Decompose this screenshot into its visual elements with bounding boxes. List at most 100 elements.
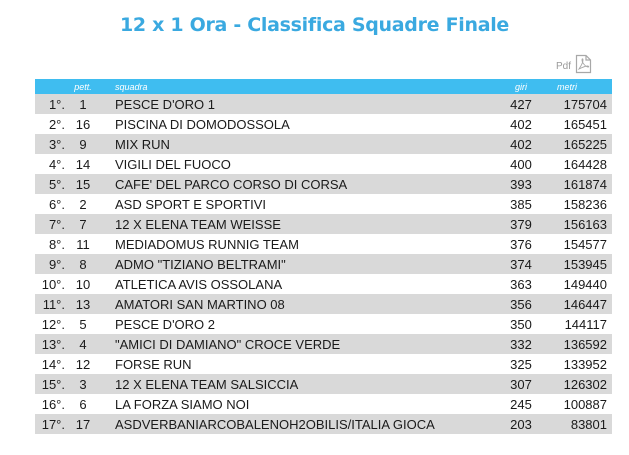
table-row: 4°. 14 VIGILI DEL FUOCO 400 164428 <box>35 154 612 174</box>
row-giri: 376 <box>510 236 532 252</box>
row-squadra: VIGILI DEL FUOCO <box>115 156 231 172</box>
row-pettorale: 14 <box>75 156 91 172</box>
row-pettorale: 15 <box>75 176 91 192</box>
table-row: 3°. 9 MIX RUN 402 165225 <box>35 134 612 154</box>
row-squadra: 12 X ELENA TEAM SALSICCIA <box>115 376 299 392</box>
row-pettorale: 7 <box>79 216 87 232</box>
row-position: 9°. <box>48 256 65 272</box>
row-giri: 402 <box>510 136 532 152</box>
row-metri: 158236 <box>563 196 607 212</box>
row-position: 11°. <box>42 296 65 312</box>
row-squadra: PISCINA DI DOMODOSSOLA <box>115 116 290 132</box>
table-body: 1°. 1 PESCE D'ORO 1 427 175704 2°. 16 PISCINA D… <box>35 94 612 434</box>
row-position: 10°. <box>41 276 65 292</box>
row-metri: 175704 <box>563 96 607 112</box>
row-giri: 402 <box>510 116 532 132</box>
row-squadra: MEDIADOMUS RUNNIG TEAM <box>115 236 299 252</box>
row-squadra: PESCE D'ORO 2 <box>115 316 216 332</box>
row-squadra: ASDVERBANIARCOBALENOH2OBILIS/ITALIA GIOC… <box>115 416 435 432</box>
row-position: 5°. <box>48 176 65 192</box>
row-position: 15°. <box>41 376 65 392</box>
table-row: 9°. 8 ADMO "TIZIANO BELTRAMI" 374 153945 <box>35 254 612 274</box>
row-squadra: "AMICI DI DAMIANO" CROCE VERDE <box>115 336 341 352</box>
row-pettorale: 17 <box>75 416 91 432</box>
table-row: 8°. 11 MEDIADOMUS RUNNIG TEAM 376 154577 <box>35 234 612 254</box>
row-giri: 350 <box>510 316 532 332</box>
row-position: 1°. <box>48 96 65 112</box>
table-row: 6°. 2 ASD SPORT E SPORTIVI 385 158236 <box>35 194 612 214</box>
row-pettorale: 10 <box>75 276 91 292</box>
header-giri: giri <box>514 81 527 92</box>
table-row: 15°. 3 12 X ELENA TEAM SALSICCIA 307 126302 <box>35 374 612 394</box>
row-giri: 393 <box>510 176 532 192</box>
table-row: 13°. 4 "AMICI DI DAMIANO" CROCE VERDE 332 13… <box>35 334 612 354</box>
row-squadra: AMATORI SAN MARTINO 08 <box>115 296 285 312</box>
table-row: 11°. 13 AMATORI SAN MARTINO 08 356 146447 <box>35 294 612 314</box>
table-row: 7°. 7 12 X ELENA TEAM WEISSE 379 156163 <box>35 214 612 234</box>
row-giri: 363 <box>510 276 532 292</box>
row-position: 6°. <box>48 196 65 212</box>
row-pettorale: 2 <box>79 196 87 212</box>
row-pettorale: 12 <box>75 356 91 372</box>
row-position: 16°. <box>41 396 65 412</box>
header-pett: pett. <box>74 81 92 92</box>
table-row: 2°. 16 PISCINA DI DOMODOSSOLA 402 165451 <box>35 114 612 134</box>
row-metri: 126302 <box>563 376 607 392</box>
row-giri: 325 <box>510 356 532 372</box>
row-squadra: CAFE' DEL PARCO CORSO DI CORSA <box>115 176 348 192</box>
row-position: 7°. <box>48 216 65 232</box>
row-metri: 146447 <box>563 296 607 312</box>
row-metri: 161874 <box>563 176 607 192</box>
row-metri: 144117 <box>564 316 607 332</box>
row-giri: 203 <box>510 416 532 432</box>
table-row: 12°. 5 PESCE D'ORO 2 350 144117 <box>35 314 612 334</box>
row-metri: 136592 <box>563 336 607 352</box>
row-pettorale: 16 <box>75 116 91 132</box>
row-position: 12°. <box>41 316 65 332</box>
row-giri: 307 <box>510 376 532 392</box>
row-squadra: LA FORZA SIAMO NOI <box>115 396 250 412</box>
row-pettorale: 3 <box>79 376 87 392</box>
row-giri: 427 <box>510 96 532 112</box>
table-row: 17°. 17 ASDVERBANIARCOBALENOH2OBILIS/ITALI… <box>35 414 612 434</box>
pdf-file-icon[interactable] <box>575 54 592 79</box>
row-metri: 156163 <box>563 216 607 232</box>
row-position: 3°. <box>48 136 65 152</box>
row-giri: 356 <box>510 296 532 312</box>
row-giri: 374 <box>510 256 532 272</box>
row-metri: 149440 <box>563 276 607 292</box>
row-metri: 164428 <box>563 156 607 172</box>
row-position: 17°. <box>41 416 65 432</box>
row-squadra: PESCE D'ORO 1 <box>115 96 216 112</box>
row-metri: 100887 <box>563 396 607 412</box>
page-title: 12 x 1 Ora - Classifica Squadre Finale <box>119 14 510 36</box>
row-giri: 400 <box>510 156 532 172</box>
row-position: 14°. <box>41 356 65 372</box>
row-pettorale: 1 <box>79 96 87 112</box>
row-metri: 133952 <box>563 356 607 372</box>
row-pettorale: 8 <box>79 256 87 272</box>
pdf-label: Pdf <box>556 61 572 72</box>
row-squadra: ATLETICA AVIS OSSOLANA <box>115 276 283 292</box>
row-giri: 245 <box>510 396 532 412</box>
classifica-table: pett. squadra giri metri 1°. 1 PESCE D'ORO… <box>35 79 612 434</box>
row-position: 4°. <box>48 156 65 172</box>
table-header: pett. squadra giri metri <box>35 79 612 94</box>
row-position: 2°. <box>48 116 65 132</box>
row-pettorale: 6 <box>79 396 87 412</box>
table-row: 16°. 6 LA FORZA SIAMO NOI 245 100887 <box>35 394 612 414</box>
row-squadra: 12 X ELENA TEAM WEISSE <box>115 216 281 232</box>
row-giri: 332 <box>510 336 532 352</box>
row-metri: 165451 <box>563 116 607 132</box>
pdf-download-link[interactable]: Pdf <box>556 54 592 79</box>
row-squadra: MIX RUN <box>115 136 170 152</box>
row-giri: 385 <box>510 196 532 212</box>
table-row: 10°. 10 ATLETICA AVIS OSSOLANA 363 149440 <box>35 274 612 294</box>
row-pettorale: 13 <box>75 296 91 312</box>
row-squadra: FORSE RUN <box>115 356 192 372</box>
row-pettorale: 9 <box>79 136 87 152</box>
row-metri: 83801 <box>570 416 607 432</box>
row-metri: 153945 <box>563 256 607 272</box>
row-pettorale: 4 <box>79 336 87 352</box>
row-squadra: ASD SPORT E SPORTIVI <box>115 196 266 212</box>
